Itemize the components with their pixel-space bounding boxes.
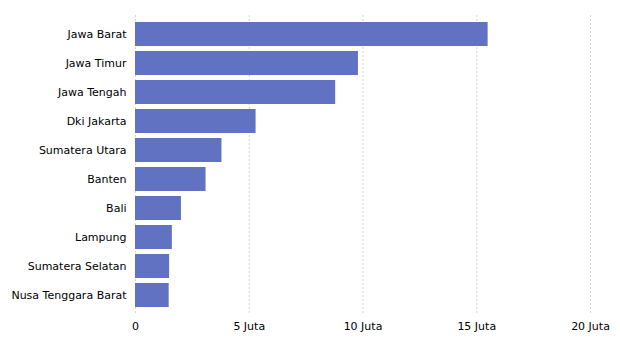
svg-text:20 Juta: 20 Juta	[571, 320, 610, 333]
svg-text:Bali: Bali	[106, 202, 126, 215]
svg-text:Jawa Tengah: Jawa Tengah	[57, 86, 127, 99]
svg-text:Jawa Timur: Jawa Timur	[65, 57, 127, 70]
svg-text:Lampung: Lampung	[75, 231, 127, 244]
svg-text:Nusa Tenggara Barat: Nusa Tenggara Barat	[11, 289, 127, 302]
svg-text:Sumatera Selatan: Sumatera Selatan	[28, 260, 127, 273]
svg-text:Dki Jakarta: Dki Jakarta	[67, 115, 127, 128]
svg-text:Sumatera Utara: Sumatera Utara	[39, 144, 127, 157]
svg-text:Banten: Banten	[87, 173, 126, 186]
svg-text:10 Juta: 10 Juta	[344, 320, 383, 333]
svg-text:0: 0	[132, 320, 139, 333]
svg-text:Jawa Barat: Jawa Barat	[66, 28, 127, 41]
svg-text:15 Juta: 15 Juta	[457, 320, 496, 333]
svg-text:5 Juta: 5 Juta	[233, 320, 265, 333]
